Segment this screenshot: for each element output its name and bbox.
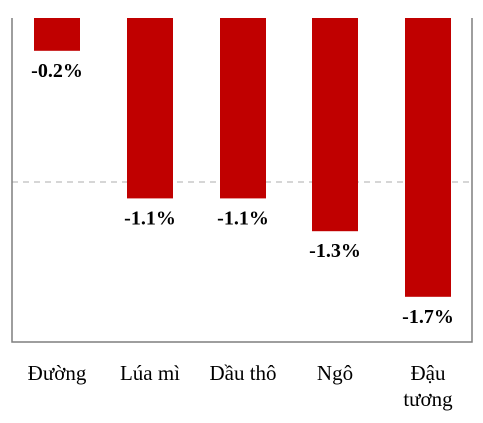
data-label-5: -1.7% <box>402 306 454 328</box>
category-label-3: Dầu thô <box>209 361 276 385</box>
data-label-3: -1.1% <box>217 207 269 229</box>
bar-1 <box>34 18 80 51</box>
data-label-1: -0.2% <box>31 60 83 82</box>
bar-4 <box>312 18 358 232</box>
bar-3 <box>220 18 266 199</box>
category-label-4: Ngô <box>317 361 353 385</box>
category-label-5: Đậu tương <box>403 361 453 411</box>
plot-area <box>11 18 473 343</box>
category-label-2: Lúa mì <box>120 361 180 385</box>
plot-frame <box>11 18 473 343</box>
category-label-1: Đường <box>28 361 87 385</box>
category-labels: Đường Lúa mì Dầu thô Ngô Đậu tương <box>28 361 453 411</box>
data-label-4: -1.3% <box>309 240 361 262</box>
data-label-2: -1.1% <box>124 207 176 229</box>
bar-5 <box>405 18 451 297</box>
bars <box>34 18 451 297</box>
bar-2 <box>127 18 173 199</box>
value-labels: -0.2% -1.1% -1.1% -1.3% -1.7% <box>31 60 454 328</box>
